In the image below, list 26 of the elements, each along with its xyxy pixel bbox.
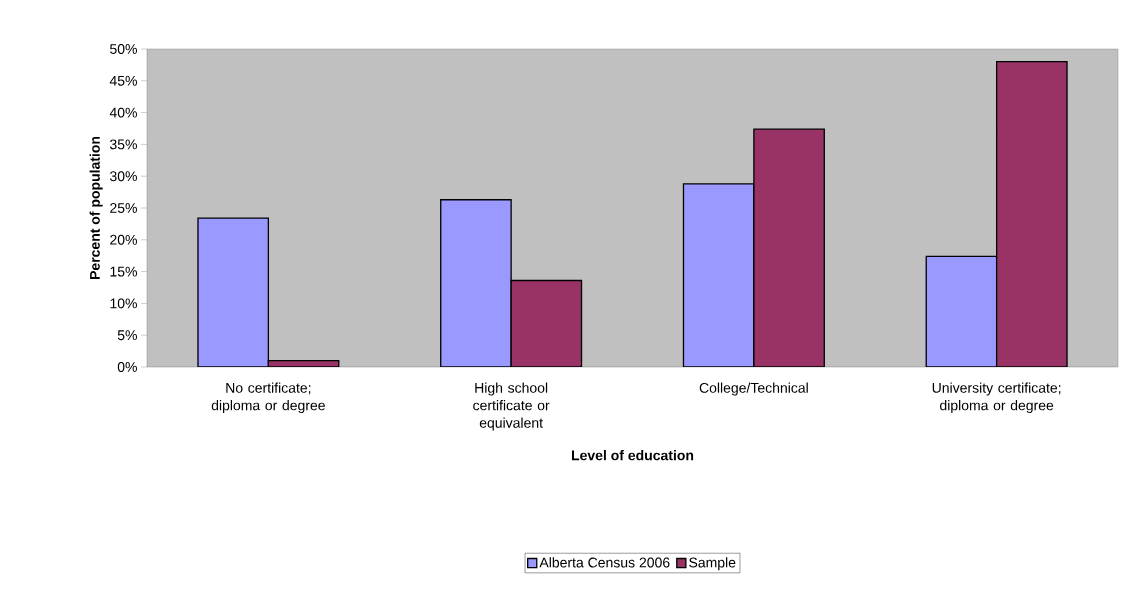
x-axis-title: Level of education — [571, 450, 694, 461]
x-tick-label: No certificate; diploma or degree — [211, 382, 325, 414]
y-tick-label: 15% — [110, 266, 137, 277]
x-tick-label: University certificate; diploma or degree — [932, 382, 1061, 414]
bar — [510, 279, 583, 367]
y-tick-label: 50% — [110, 44, 137, 54]
x-tick-label: High school certificate or equivalent — [473, 382, 550, 431]
x-tick-label: College/Technical — [699, 382, 808, 396]
y-tick-label: 30% — [109, 171, 137, 182]
bar — [753, 128, 825, 367]
bar — [925, 255, 998, 367]
bar — [995, 61, 1068, 367]
bar — [440, 199, 512, 367]
y-tick-label: 5% — [117, 330, 137, 341]
y-tick-label: 25% — [110, 203, 137, 213]
bar — [197, 217, 270, 367]
bar — [682, 183, 755, 367]
y-tick-label: 35% — [109, 139, 137, 150]
legend-label: Alberta Census 2006 — [539, 557, 670, 568]
y-tick-label: 40% — [109, 107, 137, 118]
y-axis-title: Percent of population — [89, 136, 103, 280]
legend-label: Sample — [689, 557, 736, 571]
y-tick-label: 20% — [110, 234, 137, 245]
y-tick-label: 10% — [110, 298, 137, 309]
y-tick-label: 0% — [117, 362, 137, 372]
y-tick-label: 45% — [109, 75, 137, 86]
